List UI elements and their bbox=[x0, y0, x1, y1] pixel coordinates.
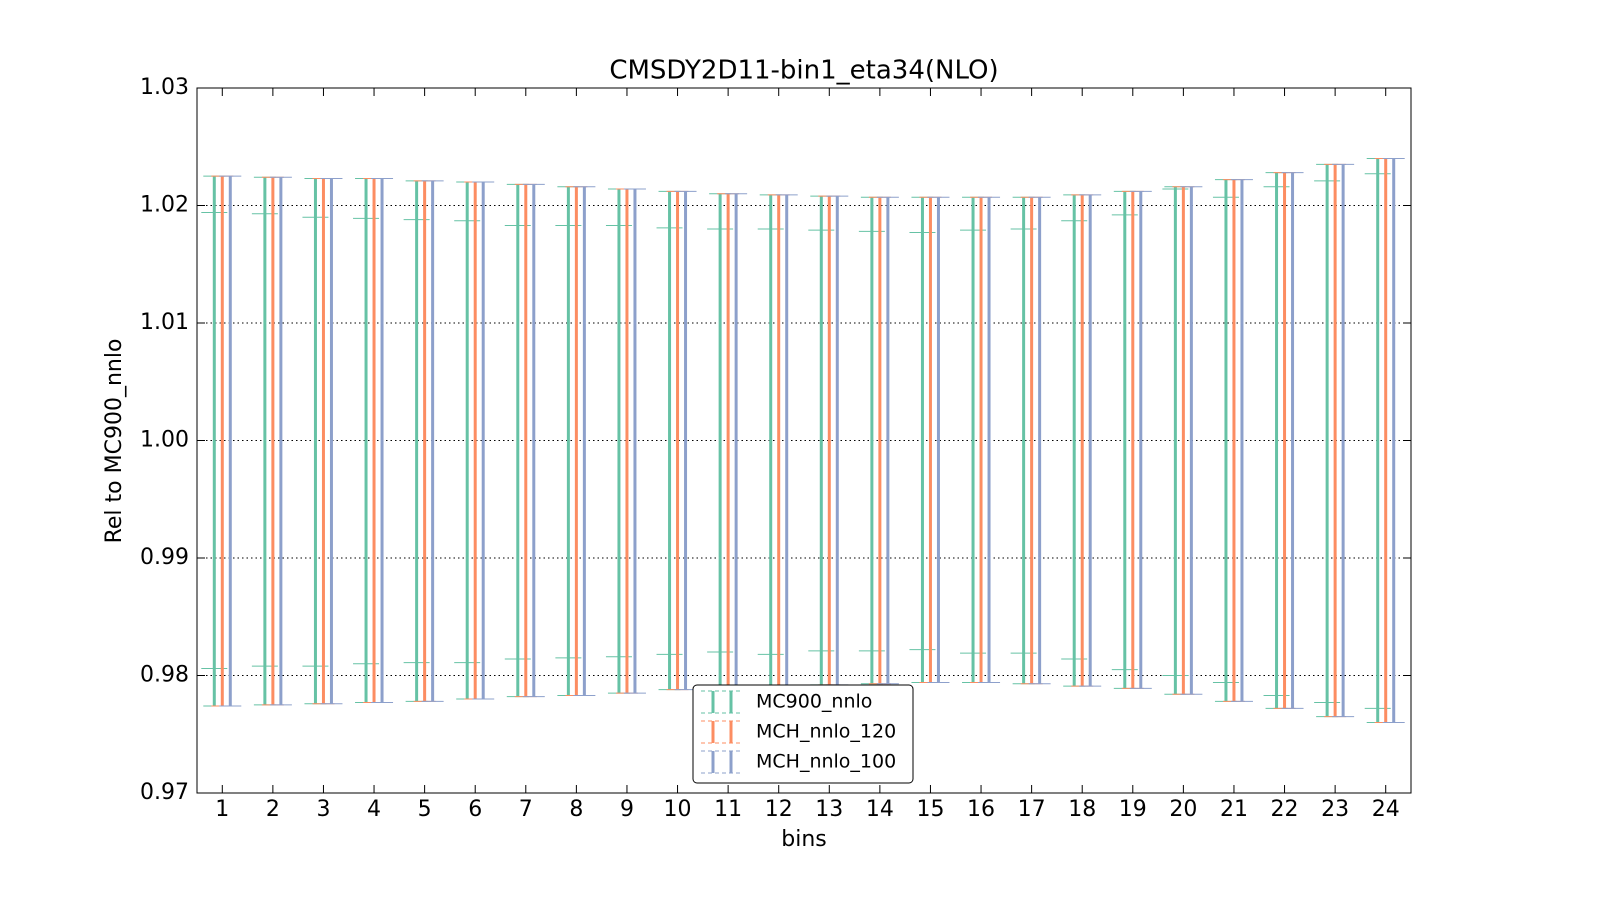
x-tick-label: 2 bbox=[266, 797, 280, 822]
x-tick-label: 22 bbox=[1271, 797, 1299, 822]
x-tick-label: 23 bbox=[1321, 797, 1349, 822]
x-tick-label: 15 bbox=[916, 797, 944, 822]
x-tick-label: 12 bbox=[765, 797, 793, 822]
x-tick-label: 13 bbox=[815, 797, 843, 822]
x-tick-label: 7 bbox=[519, 797, 533, 822]
x-tick-label: 20 bbox=[1169, 797, 1197, 822]
legend-label: MC900_nnlo bbox=[756, 691, 872, 713]
y-tick-label: 1.02 bbox=[140, 193, 189, 218]
x-tick-label: 5 bbox=[418, 797, 432, 822]
x-tick-label: 19 bbox=[1119, 797, 1147, 822]
y-tick-label: 0.98 bbox=[140, 663, 189, 688]
x-tick-label: 10 bbox=[664, 797, 692, 822]
y-tick-label: 1.01 bbox=[140, 310, 189, 335]
x-tick-label: 8 bbox=[569, 797, 583, 822]
plot-frame bbox=[196, 87, 1412, 794]
x-tick-label: 9 bbox=[620, 797, 634, 822]
y-axis-label: Rel to MC900_nnlo bbox=[102, 339, 127, 544]
x-tick-label: 11 bbox=[714, 797, 742, 822]
x-tick-label: 17 bbox=[1018, 797, 1046, 822]
x-tick-label: 3 bbox=[316, 797, 330, 822]
y-tick-label: 1.00 bbox=[140, 428, 189, 453]
x-tick-label: 18 bbox=[1068, 797, 1096, 822]
y-tick-label: 1.03 bbox=[140, 75, 189, 100]
x-tick-label: 16 bbox=[967, 797, 995, 822]
legend-label: MCH_nnlo_120 bbox=[756, 721, 896, 743]
x-tick-label: 6 bbox=[468, 797, 482, 822]
x-tick-label: 21 bbox=[1220, 797, 1248, 822]
x-tick-label: 24 bbox=[1372, 797, 1400, 822]
x-tick-label: 4 bbox=[367, 797, 381, 822]
x-axis-label: bins bbox=[781, 827, 826, 852]
x-tick-label: 14 bbox=[866, 797, 894, 822]
legend: MC900_nnlo MCH_nnlo_120 MCH_nnlo_100 bbox=[692, 684, 914, 784]
y-tick-label: 0.97 bbox=[140, 780, 189, 805]
legend-label: MCH_nnlo_100 bbox=[756, 751, 896, 773]
x-tick-label: 1 bbox=[215, 797, 229, 822]
legend-box bbox=[692, 684, 914, 784]
chart-title: CMSDY2D11-bin1_eta34(NLO) bbox=[609, 56, 998, 86]
y-tick-label: 0.99 bbox=[140, 545, 189, 570]
